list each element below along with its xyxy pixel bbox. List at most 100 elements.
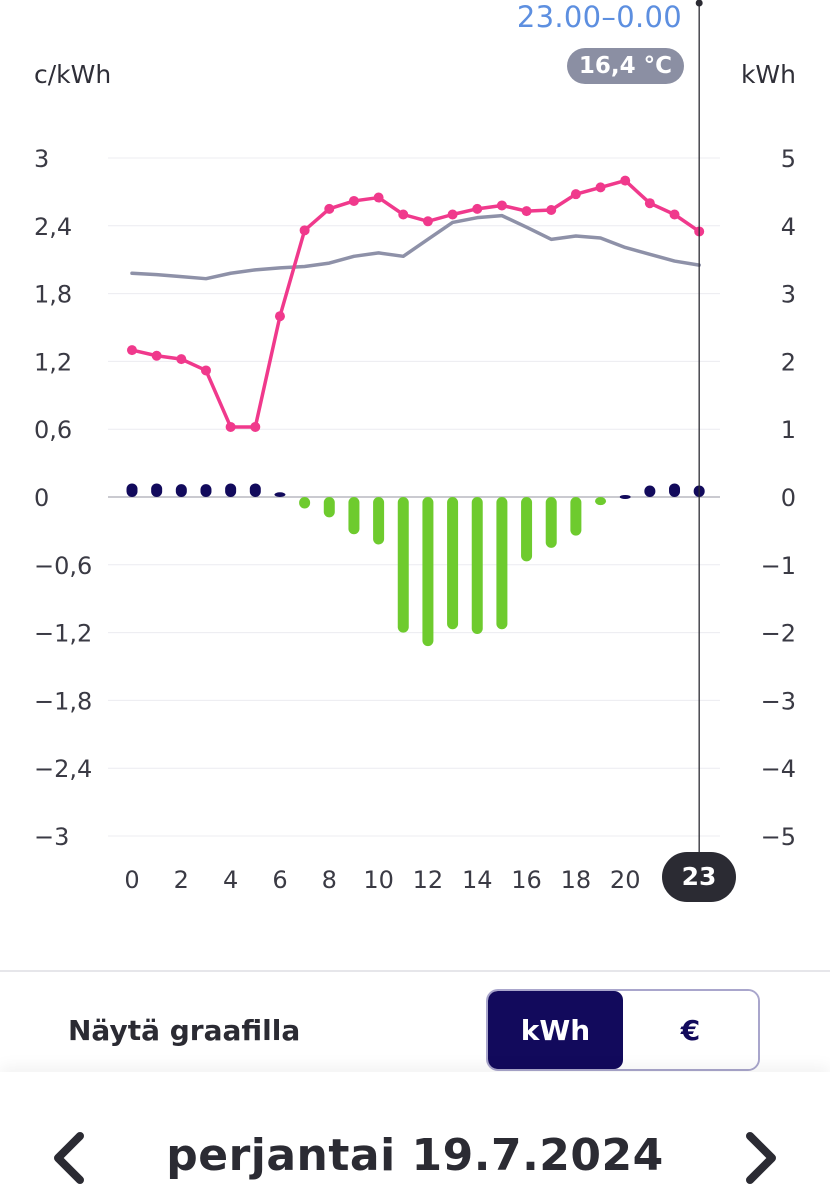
- current-date: perjantai 19.7.2024: [166, 1130, 664, 1181]
- production-bar: [373, 497, 385, 545]
- consumption-bar: [200, 484, 212, 497]
- consumption-bar: [619, 494, 631, 499]
- price-point: [521, 206, 532, 217]
- price-point: [595, 182, 606, 193]
- left-tick-label: −1,2: [34, 620, 92, 648]
- left-tick-label: 2,4: [34, 213, 72, 241]
- selection-cursor-dot: [695, 0, 703, 7]
- price-point: [151, 350, 162, 361]
- right-tick-label: 3: [781, 281, 796, 309]
- price-point: [373, 192, 384, 203]
- selected-time-range: 23.00–0.00: [516, 0, 682, 34]
- left-axis-unit: c/kWh: [34, 60, 112, 89]
- next-day-button[interactable]: [736, 1130, 784, 1186]
- consumption-bar: [151, 483, 163, 497]
- right-tick-label: 2: [781, 348, 796, 376]
- right-tick-label: −5: [761, 823, 796, 851]
- price-point: [299, 225, 310, 236]
- right-tick-label: 1: [781, 416, 796, 444]
- consumption-bar: [274, 492, 286, 497]
- price-point: [644, 198, 655, 209]
- production-bar: [348, 497, 360, 535]
- left-tick-label: −1,8: [34, 687, 92, 715]
- left-tick-label: 3: [34, 145, 49, 173]
- chevron-left-icon: [54, 1132, 84, 1184]
- left-tick-label: 1,8: [34, 281, 72, 309]
- price-point: [447, 209, 458, 220]
- left-tick-label: 0,6: [34, 416, 72, 444]
- price-point: [324, 203, 335, 214]
- left-tick-label: −0,6: [34, 552, 92, 580]
- display-toggle-row: Näytä graafilla kWh €: [0, 972, 830, 1082]
- production-bar: [595, 497, 607, 506]
- consumption-bar: [175, 484, 187, 497]
- unit-toggle: kWh €: [486, 989, 760, 1071]
- energy-chart[interactable]: 3 5 2,4 4 1,8 3 1,2 2 0,6 1 0 0 −0,6 −1 −1,2 −2 −1,8 −3 −2…: [0, 0, 830, 960]
- x-tick-label: 12: [413, 866, 444, 894]
- consumption-bar: [225, 483, 237, 497]
- right-axis-unit: kWh: [740, 60, 796, 89]
- selected-hour-badge[interactable]: 23: [662, 852, 736, 902]
- price-point: [546, 204, 557, 215]
- toggle-euro-button[interactable]: €: [623, 991, 758, 1069]
- toggle-kwh-button[interactable]: kWh: [488, 991, 623, 1069]
- consumption-bar: [126, 483, 138, 497]
- price-point: [250, 421, 261, 432]
- right-tick-label: 5: [781, 145, 796, 173]
- x-tick-label: 20: [610, 866, 641, 894]
- price-point: [398, 209, 409, 220]
- price-point: [200, 365, 211, 376]
- x-tick-label: 14: [462, 866, 493, 894]
- x-tick-label: 2: [174, 866, 189, 894]
- price-point: [274, 311, 285, 322]
- right-tick-label: 0: [781, 484, 796, 512]
- price-point: [176, 354, 187, 365]
- temperature-line: [130, 213, 701, 281]
- production-bar: [496, 497, 508, 630]
- price-point: [496, 200, 507, 211]
- chevron-right-icon: [746, 1132, 776, 1184]
- price-point: [225, 421, 236, 432]
- production-bar: [570, 497, 582, 536]
- right-tick-label: 4: [781, 213, 796, 241]
- production-bar: [299, 497, 311, 509]
- production-bar: [422, 497, 434, 647]
- price-point: [570, 189, 581, 200]
- price-point: [669, 209, 680, 220]
- date-navigation: perjantai 19.7.2024: [0, 1072, 830, 1200]
- section-divider: [0, 970, 830, 972]
- left-tick-label: 1,2: [34, 348, 72, 376]
- x-tick-label: 4: [223, 866, 238, 894]
- x-tick-label: 10: [363, 866, 394, 894]
- price-point: [472, 203, 483, 214]
- consumption-bar: [249, 483, 261, 497]
- display-toggle-label: Näytä graafilla: [68, 1014, 301, 1047]
- price-point: [127, 345, 137, 356]
- x-tick-label: 6: [272, 866, 287, 894]
- consumption-bar: [669, 483, 681, 497]
- production-bar: [323, 497, 335, 518]
- price-point: [348, 195, 359, 206]
- x-tick-label: 18: [561, 866, 592, 894]
- right-tick-label: −1: [761, 552, 796, 580]
- left-tick-label: −2,4: [34, 755, 92, 783]
- production-bar: [471, 497, 483, 634]
- left-tick-label: −3: [34, 823, 69, 851]
- production-bar: [447, 497, 459, 630]
- production-bar: [397, 497, 409, 633]
- production-bar: [545, 497, 557, 548]
- right-tick-label: −4: [761, 755, 796, 783]
- x-tick-label: 16: [511, 866, 542, 894]
- x-tick-label: 8: [322, 866, 337, 894]
- price-line: [130, 178, 701, 429]
- consumption-bar: [644, 485, 656, 497]
- left-tick-label: 0: [34, 484, 49, 512]
- x-tick-label: 0: [124, 866, 139, 894]
- right-tick-label: −2: [761, 620, 796, 648]
- previous-day-button[interactable]: [46, 1130, 94, 1186]
- temperature-badge: 16,4 °C: [566, 48, 684, 84]
- production-bar: [521, 497, 533, 562]
- right-tick-label: −3: [761, 687, 796, 715]
- price-point: [422, 216, 433, 227]
- chart-svg[interactable]: 3 52,4 41,8 31,2 20,6 10 0−0,6 −1−1,2 −2−1,8 −3−2…: [0, 0, 830, 960]
